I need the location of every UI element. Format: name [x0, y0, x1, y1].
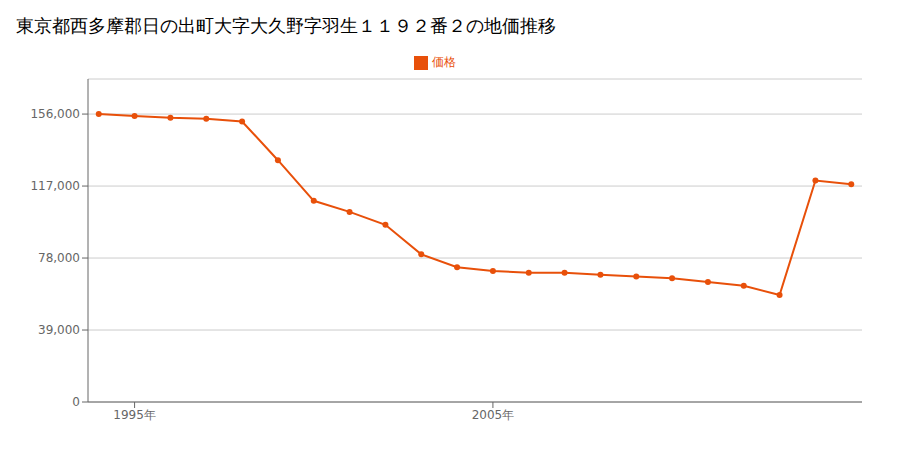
html-text:東京都西多摩郡日の出町大字大久野字羽生１１９２番２の地価推移: 東京都西多摩郡日の出町大字大久野字羽生１１９２番２の地価推移: [16, 15, 556, 36]
svg-text:0: 0: [72, 395, 80, 409]
svg-text:1995年: 1995年: [113, 408, 156, 422]
svg-text:78,000: 78,000: [38, 251, 80, 265]
svg-text:2005年: 2005年: [472, 408, 515, 422]
svg-text:39,000: 39,000: [38, 323, 80, 337]
svg-text:156,000: 156,000: [30, 107, 80, 121]
html-text:価格: 価格: [432, 55, 456, 69]
svg-text:117,000: 117,000: [30, 179, 80, 193]
